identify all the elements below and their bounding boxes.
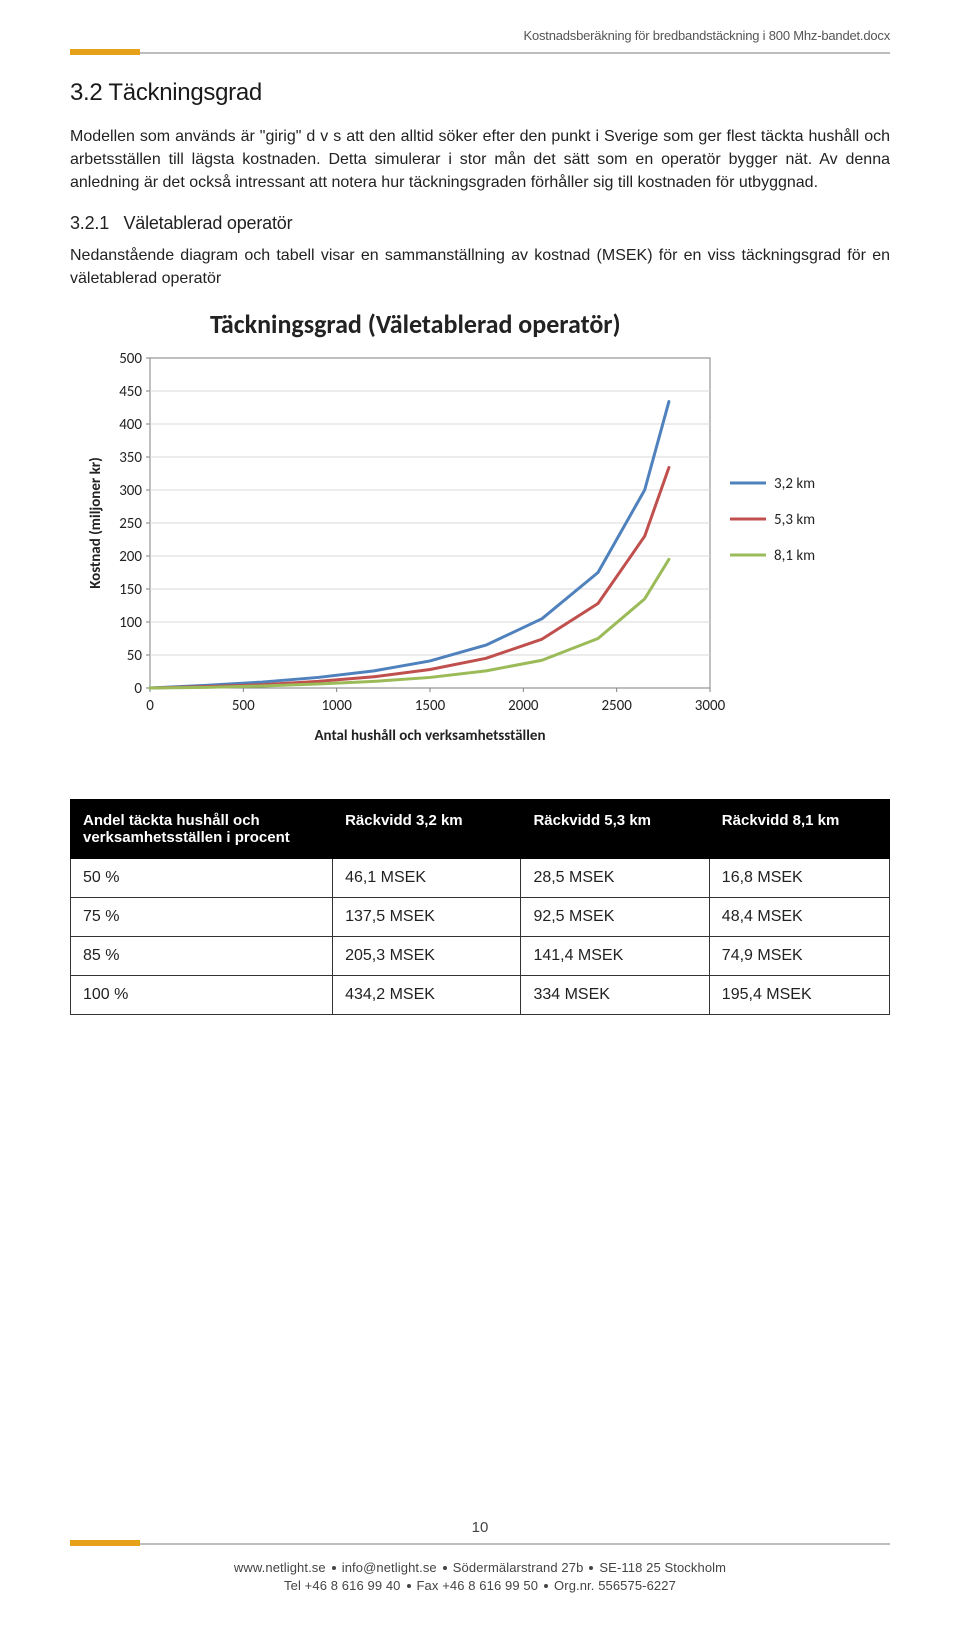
table-cell: 28,5 MSEK — [521, 858, 709, 897]
table-cell: 75 % — [71, 897, 333, 936]
svg-text:50: 50 — [127, 647, 143, 665]
table-cell: 92,5 MSEK — [521, 897, 709, 936]
svg-text:1500: 1500 — [415, 697, 446, 715]
table-header: Räckvidd 5,3 km — [521, 799, 709, 858]
table-cell: 74,9 MSEK — [709, 936, 889, 975]
svg-text:450: 450 — [119, 383, 142, 401]
section-title-text: Täckningsgrad — [108, 79, 262, 106]
table-cell: 16,8 MSEK — [709, 858, 889, 897]
svg-text:350: 350 — [119, 449, 142, 467]
paragraph-1: Modellen som används är "girig" d v s at… — [70, 125, 890, 195]
table-cell: 85 % — [71, 936, 333, 975]
svg-text:250: 250 — [119, 515, 142, 533]
header-rule — [70, 47, 890, 51]
table-header: Räckvidd 3,2 km — [333, 799, 521, 858]
page-number: 10 — [0, 1519, 960, 1536]
chart-title: Täckningsgrad (Väletablerad operatör) — [210, 308, 890, 340]
table-cell: 46,1 MSEK — [333, 858, 521, 897]
subsection-title-text: Väletablerad operatör — [123, 213, 292, 233]
table-row: 100 %434,2 MSEK334 MSEK195,4 MSEK — [71, 975, 890, 1014]
svg-text:400: 400 — [119, 416, 142, 434]
table-header: Andel täckta hushåll och verksamhetsstäl… — [71, 799, 333, 858]
svg-text:2500: 2500 — [601, 697, 632, 715]
svg-text:300: 300 — [119, 482, 142, 500]
footer-line-2: Tel +46 8 616 99 40Fax +46 8 616 99 50Or… — [0, 1578, 960, 1593]
table-cell: 50 % — [71, 858, 333, 897]
svg-text:100: 100 — [119, 614, 142, 632]
table-cell: 195,4 MSEK — [709, 975, 889, 1014]
table-cell: 137,5 MSEK — [333, 897, 521, 936]
paragraph-2: Nedanstående diagram och tabell visar en… — [70, 244, 890, 290]
svg-text:500: 500 — [119, 350, 142, 368]
table-cell: 48,4 MSEK — [709, 897, 889, 936]
subsection-heading: 3.2.1 Väletablerad operatör — [70, 213, 890, 234]
svg-text:0: 0 — [134, 680, 142, 698]
table-row: 85 %205,3 MSEK141,4 MSEK74,9 MSEK — [71, 936, 890, 975]
document-filename: Kostnadsberäkning för bredbandstäckning … — [70, 28, 890, 43]
line-chart: 0 50 100 150 200 250 300 350 400 450 500 0 500 1000 15… — [80, 348, 870, 768]
table-row: 50 %46,1 MSEK28,5 MSEK16,8 MSEK — [71, 858, 890, 897]
section-number: 3.2 — [70, 79, 102, 106]
svg-text:200: 200 — [119, 548, 142, 566]
table-cell: 334 MSEK — [521, 975, 709, 1014]
table-header: Räckvidd 8,1 km — [709, 799, 889, 858]
svg-text:5,3 km: 5,3 km — [774, 511, 815, 529]
data-table: Andel täckta hushåll och verksamhetsstäl… — [70, 799, 890, 1015]
svg-text:8,1 km: 8,1 km — [774, 547, 815, 565]
table-cell: 141,4 MSEK — [521, 936, 709, 975]
svg-text:3000: 3000 — [695, 697, 726, 715]
table-cell: 100 % — [71, 975, 333, 1014]
table-row: 75 %137,5 MSEK92,5 MSEK48,4 MSEK — [71, 897, 890, 936]
table-cell: 434,2 MSEK — [333, 975, 521, 1014]
page-footer: 10 www.netlight.seinfo@netlight.seSöderm… — [0, 1519, 960, 1596]
svg-text:150: 150 — [119, 581, 142, 599]
table-cell: 205,3 MSEK — [333, 936, 521, 975]
svg-text:2000: 2000 — [508, 697, 539, 715]
footer-line-1: www.netlight.seinfo@netlight.seSödermäla… — [0, 1560, 960, 1575]
svg-text:Antal hushåll och verksamhetss: Antal hushåll och verksamhetsställen — [314, 727, 545, 745]
svg-text:500: 500 — [232, 697, 255, 715]
subsection-number: 3.2.1 — [70, 213, 109, 233]
svg-text:Kostnad (miljoner kr): Kostnad (miljoner kr) — [87, 457, 105, 589]
svg-text:1000: 1000 — [321, 697, 352, 715]
section-heading: 3.2 Täckningsgrad — [70, 79, 890, 107]
chart-container: Täckningsgrad (Väletablerad operatör) 0 5… — [80, 308, 890, 773]
svg-text:3,2 km: 3,2 km — [774, 475, 815, 493]
svg-text:0: 0 — [146, 697, 154, 715]
